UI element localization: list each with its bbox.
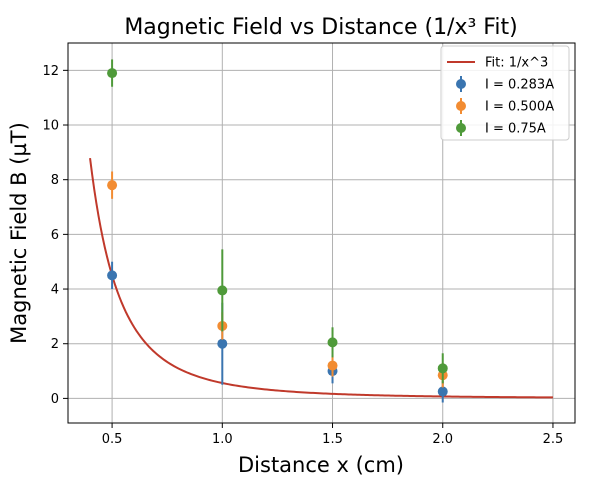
legend: Fit: 1/x^3 I = 0.283A I = 0.500A I = 0.75A bbox=[440, 45, 570, 141]
legend-series-label: I = 0.75A bbox=[485, 122, 546, 137]
data-point bbox=[107, 270, 118, 281]
points-layer bbox=[107, 59, 448, 403]
y-tick-label: 8 bbox=[51, 173, 59, 188]
x-tick-label: 1.0 bbox=[212, 432, 233, 447]
x-tick-label: 2.0 bbox=[432, 432, 453, 447]
ticks-layer: 0.5 1.0 1.5 2.0 2.5 0 2 4 6 8 10 12 bbox=[42, 64, 563, 447]
y-tick-label: 0 bbox=[51, 392, 59, 407]
data-point bbox=[217, 285, 228, 296]
data-point bbox=[217, 338, 228, 349]
x-tick-label: 2.5 bbox=[543, 432, 564, 447]
y-tick-label: 2 bbox=[51, 337, 59, 352]
data-point bbox=[107, 180, 118, 191]
legend-series-label: I = 0.500A bbox=[485, 100, 554, 115]
legend-swatch-marker bbox=[456, 123, 466, 133]
chart-title: Magnetic Field vs Distance (1/x³ Fit) bbox=[124, 15, 517, 40]
data-point bbox=[327, 337, 338, 348]
x-tick-label: 0.5 bbox=[102, 432, 123, 447]
legend-box bbox=[440, 45, 570, 141]
legend-swatch-marker bbox=[456, 79, 466, 89]
y-tick-label: 6 bbox=[51, 228, 59, 243]
y-tick-label: 12 bbox=[42, 64, 59, 79]
legend-fit-label: Fit: 1/x^3 bbox=[485, 56, 548, 71]
data-point bbox=[327, 360, 338, 371]
x-tick-label: 1.5 bbox=[322, 432, 343, 447]
legend-series-label: I = 0.283A bbox=[485, 78, 554, 93]
data-point bbox=[107, 68, 118, 79]
fit-layer bbox=[89, 157, 553, 399]
legend-swatch-marker bbox=[456, 101, 466, 111]
data-point bbox=[437, 386, 448, 397]
y-axis-label: Magnetic Field B (µT) bbox=[7, 122, 31, 344]
y-tick-label: 4 bbox=[51, 283, 59, 298]
plot-frame bbox=[67, 42, 576, 424]
data-point bbox=[437, 363, 448, 374]
y-tick-label: 10 bbox=[42, 119, 59, 134]
fit-curve bbox=[89, 157, 553, 399]
x-axis-label: Distance x (cm) bbox=[238, 453, 404, 477]
